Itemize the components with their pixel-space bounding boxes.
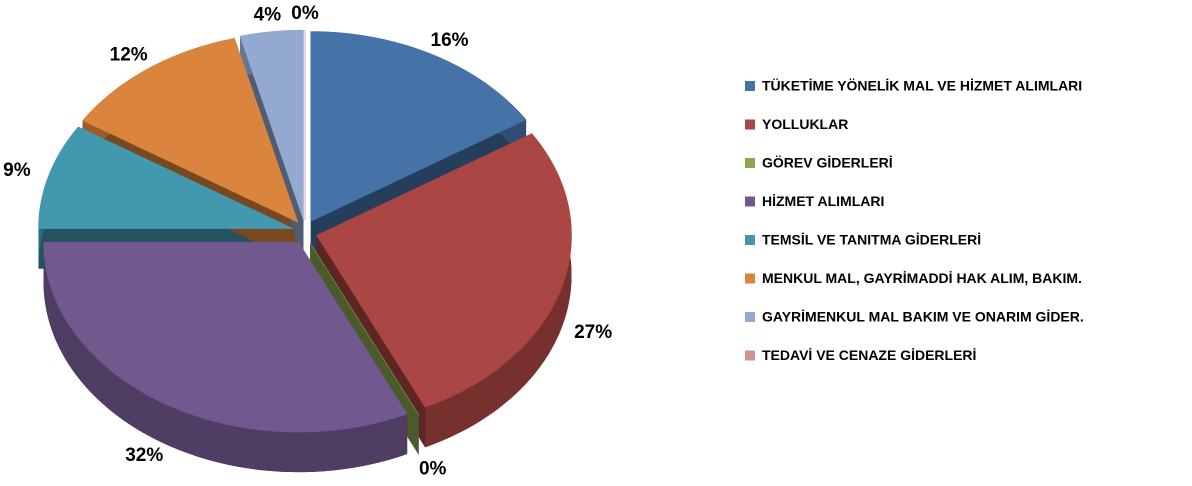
legend-swatch (745, 235, 755, 245)
data-label: 4% (254, 5, 282, 26)
legend-label: HİZMET ALIMLARI (762, 193, 884, 209)
data-label: 16% (431, 30, 469, 51)
slice (309, 242, 419, 415)
legend-swatch (745, 350, 755, 361)
data-label: 27% (574, 322, 612, 343)
legend-swatch (745, 158, 755, 168)
legend-label: MENKUL MAL, GAYRİMADDİ HAK ALIM, BAKIM. (762, 270, 1082, 286)
slice-wall (425, 133, 572, 448)
legend-label: TÜKETİME YÖNELİK MAL VE HİZMET ALIMLARI (762, 78, 1082, 94)
legend-label: GAYRİMENKUL MAL BAKIM VE ONARIM GİDER. (762, 309, 1084, 325)
slice (38, 126, 294, 229)
slice (82, 37, 299, 223)
slice (316, 133, 572, 408)
legend-swatch (745, 312, 755, 322)
data-label: 32% (125, 445, 163, 466)
data-label: 12% (110, 45, 148, 66)
legend-swatch (745, 119, 755, 130)
data-label: 9% (3, 160, 31, 181)
legend-label: YOLLUKLAR (762, 116, 848, 132)
data-label: 0% (291, 3, 319, 24)
legend-label: TEDAVİ VE CENAZE GİDERLERİ (762, 347, 976, 363)
slice (310, 31, 527, 222)
legend-label: GÖREV GİDERLERİ (762, 155, 893, 171)
legend-label: TEMSİL VE TANITMA GİDERLERİ (762, 232, 981, 248)
legend-swatch (745, 81, 755, 91)
legend-swatch (745, 273, 755, 284)
slice-wall (43, 242, 408, 473)
data-label: 0% (419, 458, 447, 479)
slice (239, 29, 304, 221)
slice (43, 241, 408, 433)
legend-swatch (745, 196, 755, 207)
